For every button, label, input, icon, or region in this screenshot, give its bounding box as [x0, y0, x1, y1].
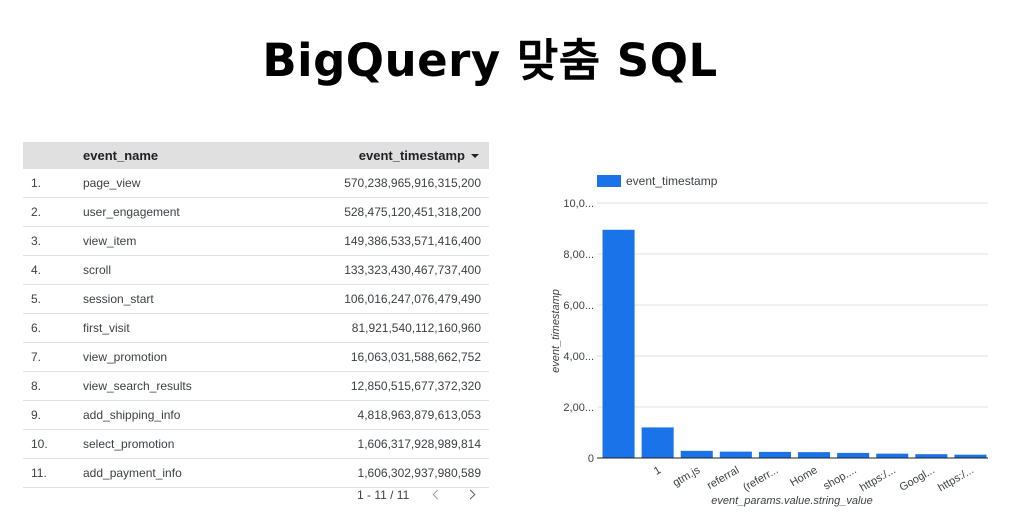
event-name-cell: scroll	[83, 263, 112, 277]
row-index: 2.	[31, 205, 42, 219]
y-tick-label: 0	[588, 453, 594, 465]
bar	[641, 427, 674, 458]
x-tick-label: (referr...	[741, 464, 780, 494]
bar	[758, 451, 791, 458]
row-index: 6.	[31, 321, 42, 335]
event-timestamp-cell: 133,323,430,467,737,400	[344, 263, 481, 277]
bar	[915, 454, 948, 458]
event-name-cell: first_visit	[83, 321, 130, 335]
pagination-range: 1 - 11 / 11	[357, 488, 410, 502]
row-index: 9.	[31, 408, 42, 422]
event-name-cell: page_view	[83, 176, 141, 190]
row-index: 4.	[31, 263, 42, 277]
x-tick-label: https:/...	[936, 464, 976, 494]
event-timestamp-cell: 106,016,247,076,479,490	[344, 292, 481, 306]
caret-down-icon[interactable]	[471, 153, 479, 158]
y-tick-label: 2,00...	[563, 402, 594, 414]
chevron-right-icon	[465, 489, 476, 500]
table-row[interactable]: 6. first_visit 81,921,540,112,160,960	[23, 314, 489, 343]
event-timestamp-cell: 1,606,317,928,989,814	[357, 437, 481, 451]
row-index: 1.	[31, 176, 42, 190]
x-tick-label: shop....	[821, 464, 858, 492]
event-timestamp-cell: 12,850,515,677,372,320	[350, 379, 481, 393]
y-tick-label: 8,00...	[563, 249, 594, 261]
x-tick-label: gtm.js	[671, 464, 703, 489]
event-timestamp-cell: 1,606,302,937,980,589	[357, 466, 481, 480]
bar	[602, 229, 635, 458]
table-row[interactable]: 11. add_payment_info 1,606,302,937,980,589	[23, 459, 489, 488]
column-header-event-name[interactable]: event_name	[83, 148, 159, 163]
bar	[680, 450, 713, 458]
x-tick-label: referral	[705, 464, 741, 492]
event-timestamp-cell: 528,475,120,451,318,200	[344, 205, 481, 219]
row-index: 10.	[31, 437, 48, 451]
chevron-left-icon	[432, 489, 443, 500]
event-timestamp-cell: 16,063,031,588,662,752	[350, 350, 481, 364]
event-timestamp-cell: 570,238,965,916,315,200	[344, 176, 481, 190]
row-index: 7.	[31, 350, 42, 364]
event-name-cell: user_engagement	[83, 205, 180, 219]
event-name-cell: session_start	[83, 292, 154, 306]
legend-label: event_timestamp	[626, 174, 718, 188]
table-row[interactable]: 10. select_promotion 1,606,317,928,989,814	[23, 430, 489, 459]
table-body: 1. page_view 570,238,965,916,315,200 2. user…	[23, 169, 489, 488]
table-header: event_name event_timestamp	[23, 142, 489, 169]
table-row[interactable]: 5. session_start 106,016,247,076,479,490	[23, 285, 489, 314]
event-timestamp-cell: 4,818,963,879,613,053	[357, 408, 481, 422]
column-header-event-timestamp[interactable]: event_timestamp	[359, 142, 479, 169]
bar	[837, 452, 870, 458]
bar-chart: event_timestamp 0 2,00... 4,00... 6,00... 8,0…	[550, 174, 988, 507]
table-row[interactable]: 7. view_promotion 16,063,031,588,662,752	[23, 343, 489, 372]
bar	[798, 452, 831, 458]
x-tick-label: Home	[788, 464, 819, 489]
table-row[interactable]: 8. view_search_results 12,850,515,677,372,…	[23, 372, 489, 401]
event-name-cell: view_promotion	[83, 350, 168, 364]
row-index: 8.	[31, 379, 42, 393]
y-tick-label: 6,00...	[563, 300, 594, 312]
event-timestamp-cell: 81,921,540,112,160,960	[351, 321, 481, 335]
legend-swatch	[597, 175, 621, 187]
y-tick-label: 4,00...	[563, 351, 594, 363]
row-index: 3.	[31, 234, 42, 248]
table-row[interactable]: 3. view_item 149,386,533,571,416,400	[23, 227, 489, 256]
pagination: 1 - 11 / 11	[23, 486, 489, 504]
bar	[954, 454, 987, 458]
y-tick-label: 10,0...	[563, 198, 594, 210]
row-index: 11.	[31, 466, 47, 480]
page-title: BigQuery 맞춤 SQL	[262, 34, 718, 87]
event-name-cell: view_item	[83, 234, 137, 248]
table-row[interactable]: 9. add_shipping_info 4,818,963,879,613,053	[23, 401, 489, 430]
event-name-cell: select_promotion	[83, 437, 175, 451]
next-page-button[interactable]	[465, 486, 481, 504]
bar	[876, 453, 909, 458]
events-table: event_name event_timestamp 1. page_view 57…	[23, 142, 489, 488]
event-name-cell: add_payment_info	[83, 466, 182, 480]
x-tick-label: 1	[652, 464, 663, 477]
column-header-label: event_timestamp	[358, 148, 465, 163]
event-name-cell: view_search_results	[83, 379, 192, 393]
event-timestamp-cell: 149,386,533,571,416,400	[344, 234, 481, 248]
y-axis-title: event_timestamp	[550, 289, 562, 373]
x-axis-title: event_params.value.string_value	[711, 495, 872, 507]
row-index: 5.	[31, 292, 42, 306]
table-row[interactable]: 4. scroll 133,323,430,467,737,400	[23, 256, 489, 285]
bar	[719, 451, 752, 458]
table-row[interactable]: 1. page_view 570,238,965,916,315,200	[23, 169, 489, 198]
event-name-cell: add_shipping_info	[83, 408, 181, 422]
table-row[interactable]: 2. user_engagement 528,475,120,451,318,200	[23, 198, 489, 227]
previous-page-button[interactable]	[429, 486, 445, 504]
x-tick-label: https:/...	[858, 464, 898, 494]
x-tick-label: Googl...	[897, 464, 936, 494]
